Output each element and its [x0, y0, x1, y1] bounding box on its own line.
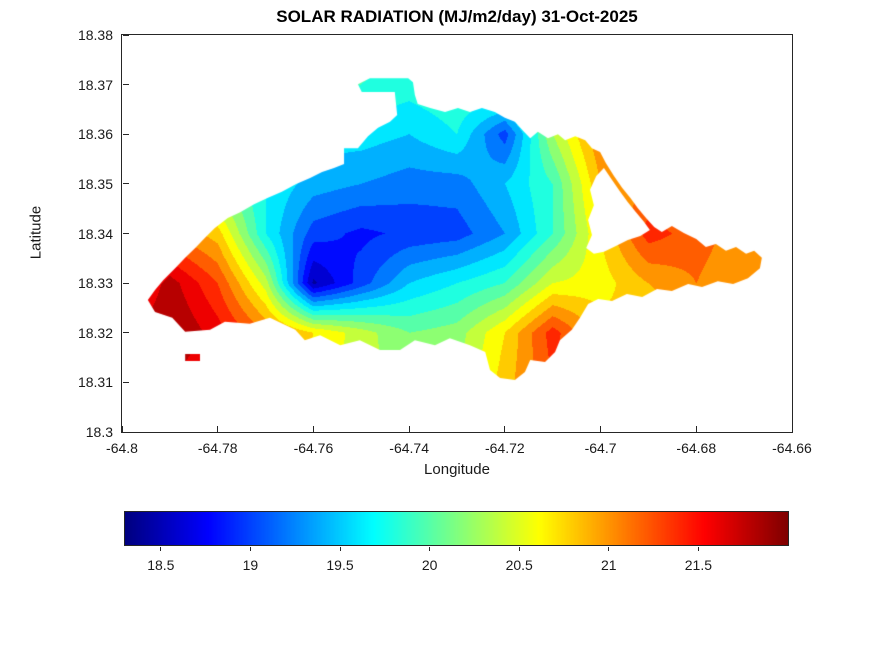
map-canvas — [122, 35, 792, 432]
y-tick-label: 18.31 — [77, 374, 113, 391]
y-tick-mark — [123, 233, 129, 234]
x-tick-mark — [121, 426, 123, 432]
y-tick-label: 18.34 — [77, 225, 113, 242]
x-tick-mark — [600, 426, 602, 432]
colorbar-tick-label: 20 — [421, 557, 438, 573]
x-tick-mark — [312, 426, 314, 432]
colorbar-tick-label: 20.5 — [505, 557, 533, 573]
colorbar-tick-mark — [608, 547, 610, 551]
colorbar-tick-label: 19.5 — [326, 557, 354, 573]
x-tick-mark — [695, 426, 697, 432]
y-tick-label: 18.36 — [77, 126, 113, 143]
colorbar-tick-label: 21.5 — [684, 557, 713, 573]
colorbar-tick-mark — [518, 547, 520, 551]
x-tick-label: -64.72 — [484, 440, 525, 456]
x-tick-label: -64.74 — [389, 440, 429, 456]
x-tick-label: -64.8 — [106, 440, 138, 456]
y-tick-label: 18.32 — [77, 324, 113, 341]
colorbar-tick-mark — [339, 547, 341, 551]
y-tick-mark — [123, 381, 129, 383]
colorbar-tick-label: 19 — [242, 557, 259, 573]
colorbar-canvas — [125, 512, 788, 545]
x-tick-label: -64.68 — [676, 440, 717, 456]
y-tick-label: 18.33 — [77, 275, 113, 292]
colorbar-tick-label: 21 — [601, 557, 617, 573]
colorbar-tick-label: 18.5 — [147, 557, 175, 573]
x-tick-label: -64.78 — [197, 440, 238, 456]
y-tick-label: 18.3 — [85, 424, 113, 440]
y-tick-label: 18.35 — [77, 175, 113, 192]
y-tick-mark — [123, 431, 129, 433]
x-axis-label: Longitude — [424, 461, 490, 478]
colorbar-tick-mark — [249, 547, 251, 551]
y-tick-label: 18.38 — [77, 27, 113, 43]
x-tick-mark — [791, 426, 793, 432]
y-tick-mark — [123, 34, 129, 36]
y-tick-mark — [123, 84, 129, 86]
y-tick-mark — [123, 133, 129, 135]
x-tick-mark — [408, 426, 410, 432]
x-tick-mark — [217, 426, 219, 432]
y-tick-label: 18.37 — [77, 76, 113, 93]
x-tick-mark — [504, 426, 506, 432]
x-tick-label: -64.76 — [293, 440, 334, 456]
colorbar-tick-mark — [160, 547, 162, 551]
x-tick-label: -64.66 — [772, 440, 812, 456]
y-tick-mark — [123, 332, 129, 334]
x-tick-label: -64.7 — [584, 440, 617, 456]
colorbar-tick-mark — [429, 547, 431, 551]
y-tick-mark — [123, 183, 129, 185]
y-tick-mark — [123, 282, 129, 284]
colorbar — [124, 511, 789, 546]
y-axis-label: Latitude — [27, 205, 45, 260]
colorbar-tick-mark — [697, 547, 699, 551]
chart-title: SOLAR RADIATION (MJ/m2/day) 31-Oct-2025 — [276, 7, 638, 26]
